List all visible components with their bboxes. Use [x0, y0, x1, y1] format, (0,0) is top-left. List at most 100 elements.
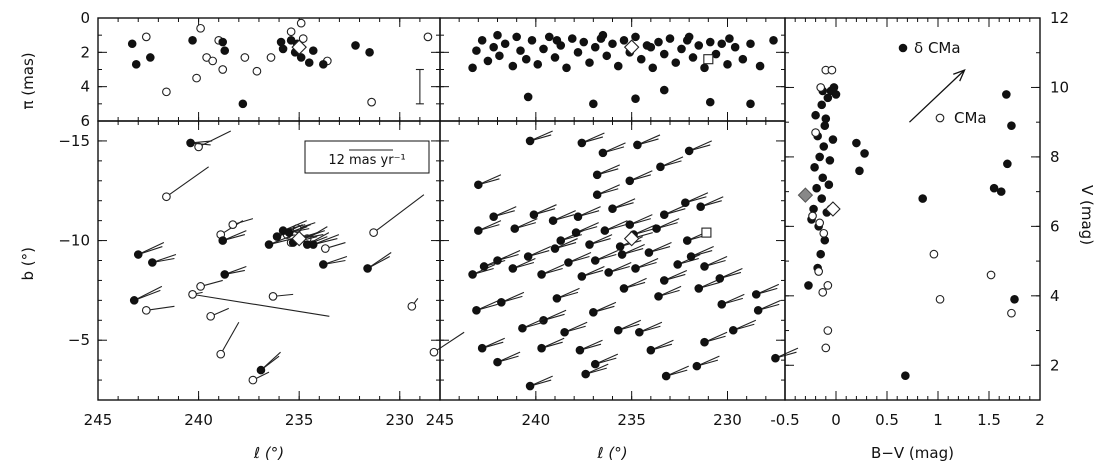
- x-tick-label: 240: [522, 411, 551, 429]
- proper-motion-vector: [367, 252, 392, 269]
- open-circle-point: [252, 66, 262, 76]
- filled-circle-point: [272, 232, 282, 241]
- filled-circle-point: [468, 270, 477, 279]
- filled-circle-point: [573, 212, 583, 221]
- filled-circle-point: [186, 138, 195, 148]
- plot-frame: [784, 17, 1041, 401]
- filled-circle-point: [753, 306, 763, 315]
- filled-circle-point: [508, 61, 518, 71]
- filled-circle-point: [819, 142, 829, 151]
- filled-circle-point: [686, 252, 696, 261]
- filled-circle-point: [751, 290, 761, 299]
- y-tick-label: −5: [68, 331, 90, 349]
- proper-motion-vector: [166, 166, 209, 198]
- filled-circle-point: [556, 236, 566, 245]
- filled-circle-point: [483, 56, 493, 66]
- open-circle-point: [248, 375, 258, 385]
- open-circle-point: [320, 244, 330, 253]
- proper-motion-vector: [138, 242, 165, 256]
- filled-circle-point: [529, 210, 539, 219]
- filled-circle-point: [711, 49, 721, 59]
- x-tick-label: 245: [426, 411, 455, 429]
- filled-circle-point: [296, 53, 306, 62]
- filled-circle-point: [694, 284, 704, 293]
- filled-circle-point: [700, 63, 709, 73]
- filled-circle-point: [692, 361, 702, 371]
- filled-circle-point: [652, 224, 661, 233]
- filled-circle-point: [510, 224, 520, 233]
- filled-circle-point: [613, 325, 623, 335]
- open-circle-point: [194, 142, 203, 152]
- filled-circle-point: [319, 260, 328, 269]
- filled-circle-point: [1010, 294, 1019, 304]
- filled-circle-point: [585, 240, 594, 249]
- filled-circle-point: [264, 240, 274, 249]
- y-axis-label: π (mas): [19, 52, 37, 109]
- filled-circle-point: [579, 37, 589, 47]
- filled-circle-point: [989, 183, 999, 193]
- filled-circle-point: [308, 46, 318, 55]
- open-circle-point: [216, 349, 226, 359]
- proper-motion-vector: [373, 194, 425, 234]
- panel-parallax-left: 0 2 4 6 π (mas): [19, 9, 441, 130]
- filled-circle-point: [284, 228, 294, 237]
- open-circle-point: [228, 220, 238, 229]
- filled-circle-point: [823, 93, 833, 103]
- filled-circle-point: [590, 359, 600, 369]
- open-circle-point: [821, 343, 831, 353]
- filled-circle-point: [746, 99, 755, 109]
- open-circle-point: [423, 32, 433, 42]
- proper-motion-vector: [220, 322, 240, 355]
- filled-circle-point: [715, 274, 725, 283]
- filled-circle-point: [615, 242, 625, 251]
- open-circle-point: [266, 53, 276, 62]
- x-tick-label: 0: [831, 411, 841, 429]
- x-axis-label: ℓ (°): [596, 444, 627, 462]
- filled-circle-point: [495, 51, 504, 61]
- open-circle-point: [818, 287, 828, 297]
- open-circle-point: [298, 34, 308, 43]
- legend-label: δ CMa: [914, 39, 961, 57]
- filled-circle-point: [468, 63, 477, 73]
- filled-circle-point: [816, 249, 826, 259]
- filled-circle-point: [148, 258, 157, 267]
- open-circle-point: [929, 249, 939, 259]
- filled-circle-point: [365, 48, 374, 57]
- filled-circle-point: [238, 99, 248, 109]
- open-circle-point: [162, 192, 171, 202]
- filled-circle-point: [477, 343, 487, 353]
- y-tick-label: 8: [1050, 148, 1060, 166]
- filled-circle-point: [516, 46, 525, 55]
- y-tick-label: 6: [80, 112, 90, 130]
- filled-circle-point: [571, 228, 581, 237]
- open-circle-point: [206, 311, 216, 321]
- panel-proper-motion-middle: 245 240 235 230 ℓ (°): [426, 120, 799, 462]
- filled-circle-point: [728, 325, 738, 335]
- filled-circle-point: [665, 34, 675, 43]
- filled-circle-point: [901, 371, 910, 380]
- filled-circle-point: [769, 36, 778, 45]
- filled-circle-point: [489, 42, 498, 52]
- x-axis-label: B−V (mag): [871, 444, 954, 462]
- filled-circle-point: [625, 220, 635, 229]
- filled-circle-point: [523, 92, 533, 102]
- filled-circle-point: [589, 99, 598, 109]
- open-circle-point: [162, 87, 171, 97]
- open-circle-point: [1007, 308, 1016, 318]
- filled-circle-point: [608, 39, 617, 49]
- filled-circle-point: [604, 268, 613, 277]
- filled-circle-point: [577, 138, 587, 148]
- reddening-arrow: [908, 69, 965, 123]
- y-tick-label: −15: [58, 132, 90, 150]
- open-circle-point: [823, 281, 833, 290]
- filled-circle-point: [602, 51, 612, 61]
- filled-circle-point: [581, 369, 590, 379]
- filled-circle-point: [512, 32, 521, 42]
- filled-circle-point: [656, 162, 665, 172]
- x-tick-label: 0.5: [875, 411, 899, 429]
- open-circle-point: [815, 218, 825, 228]
- filled-circle-point: [811, 110, 820, 120]
- filled-circle-point: [617, 250, 627, 259]
- filled-circle-point: [351, 41, 360, 50]
